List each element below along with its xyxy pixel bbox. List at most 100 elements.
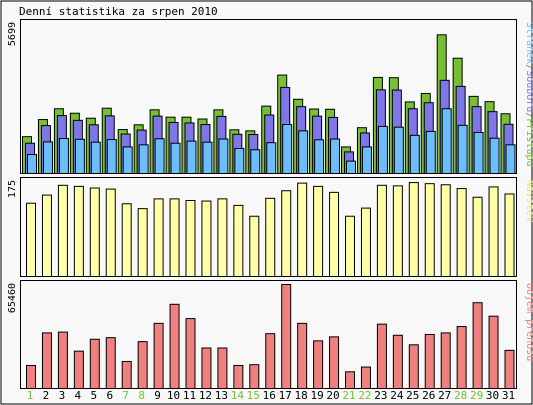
bar-objem-day-10: [169, 303, 180, 389]
bar-stránek-day-29: [473, 131, 484, 175]
x-tick-label-day-2: 2: [43, 389, 50, 402]
bar-navstev-day-2: [41, 194, 52, 277]
bar-navstev-day-30: [488, 186, 499, 277]
legend-part-top-2: Souborů: [524, 70, 533, 112]
bar-navstev-day-24: [392, 185, 403, 277]
bar-stránek-day-24: [393, 126, 404, 175]
bar-navstev-day-29: [472, 196, 483, 277]
x-tick-label-day-24: 24: [390, 389, 404, 402]
bar-stránek-day-27: [441, 108, 452, 174]
bar-objem-day-28: [456, 326, 467, 389]
x-tick-label-day-29: 29: [470, 389, 483, 402]
bar-stránek-day-7: [122, 146, 133, 174]
bar-stránek-day-28: [457, 124, 468, 174]
bar-navstev-day-23: [376, 184, 387, 277]
x-tick-label-day-23: 23: [374, 389, 387, 402]
bar-objem-day-8: [137, 341, 148, 389]
bar-objem-day-31: [504, 349, 515, 389]
bar-stránek-day-31: [505, 144, 516, 175]
x-tick-label-day-18: 18: [295, 389, 308, 402]
x-tick-label-day-15: 15: [247, 389, 260, 402]
y-max-label-bottom: 65460: [7, 283, 18, 313]
bar-stránek-day-30: [489, 137, 500, 174]
bar-stránek-day-25: [409, 134, 420, 174]
bar-objem-day-5: [89, 338, 100, 389]
bar-navstev-day-1: [26, 202, 36, 277]
bar-navstev-day-16: [265, 197, 276, 277]
x-tick-label-day-27: 27: [438, 389, 451, 402]
bar-stránek-day-19: [314, 139, 325, 174]
x-tick-label-day-28: 28: [454, 389, 467, 402]
bar-objem-day-7: [121, 360, 132, 390]
bar-navstev-day-27: [440, 184, 451, 277]
bar-stránek-day-6: [106, 139, 117, 174]
bar-navstev-day-5: [89, 187, 100, 277]
bar-objem-day-21: [345, 371, 355, 389]
x-tick-label-day-21: 21: [342, 389, 355, 402]
bar-stránek-day-22: [361, 146, 372, 174]
bar-stránek-day-5: [90, 141, 101, 174]
chart-title: Denní statistika za srpen 2010: [19, 5, 218, 18]
x-tick-label-day-9: 9: [154, 389, 161, 402]
bar-stránek-day-1: [27, 154, 37, 174]
bar-objem-day-23: [376, 323, 387, 389]
y-max-label-middle: 175: [7, 180, 18, 198]
legend-part-top-0: Stránek: [524, 22, 533, 64]
x-tick-label-day-13: 13: [215, 389, 228, 402]
bar-stránek-day-23: [377, 125, 388, 175]
legend-bottom: Objem přenosu: [524, 283, 533, 361]
bar-objem-day-22: [360, 366, 371, 389]
x-tick-label-day-5: 5: [90, 389, 97, 402]
bar-objem-day-2: [41, 332, 52, 389]
x-tick-label-day-7: 7: [122, 389, 129, 402]
bar-objem-day-27: [440, 332, 451, 389]
bar-navstev-day-10: [169, 198, 180, 277]
x-tick-label-day-31: 31: [502, 389, 515, 402]
bar-navstev-day-17: [281, 190, 292, 278]
bar-navstev-day-28: [456, 188, 467, 277]
bar-navstev-day-4: [73, 185, 84, 277]
bar-stránek-day-26: [425, 130, 436, 174]
x-tick-label-day-1: 1: [27, 389, 34, 402]
bar-stránek-day-8: [138, 144, 149, 175]
bar-stránek-day-11: [186, 140, 197, 174]
bar-objem-day-11: [185, 318, 196, 390]
x-tick-label-day-6: 6: [106, 389, 113, 402]
bar-navstev-day-22: [360, 207, 371, 278]
legend-top: Stránek/Souborů/Přístupů: [524, 22, 533, 167]
bar-stránek-day-16: [266, 142, 277, 174]
legend-part-middle-0: Návštěv: [524, 180, 533, 222]
x-tick-label-day-20: 20: [326, 389, 339, 402]
bar-navstev-day-7: [121, 203, 132, 277]
y-max-label-top: 5699: [7, 22, 18, 46]
bar-navstev-day-21: [345, 215, 355, 277]
x-tick-label-day-12: 12: [199, 389, 212, 402]
bar-navstev-day-9: [153, 198, 164, 277]
bar-stránek-day-15: [250, 149, 261, 174]
bar-navstev-day-25: [408, 182, 419, 277]
bar-objem-day-3: [57, 331, 68, 390]
bar-navstev-day-15: [249, 215, 260, 277]
bar-stránek-day-2: [42, 141, 53, 174]
x-tick-label-day-26: 26: [422, 389, 435, 402]
x-tick-label-day-30: 30: [486, 389, 499, 402]
bar-navstev-day-18: [297, 182, 308, 277]
bar-navstev-day-3: [57, 184, 68, 277]
bar-navstev-day-20: [329, 191, 340, 278]
bar-objem-day-16: [265, 333, 276, 389]
bar-objem-day-29: [472, 302, 483, 390]
legend-part-top-3: /: [524, 112, 533, 118]
bar-objem-day-26: [424, 333, 435, 389]
x-tick-label-day-14: 14: [231, 389, 245, 402]
bar-objem-day-4: [73, 350, 84, 389]
bar-navstev-day-6: [105, 188, 116, 278]
x-tick-label-day-8: 8: [138, 389, 145, 402]
x-tick-label-day-19: 19: [310, 389, 323, 402]
x-tick-label-day-25: 25: [406, 389, 419, 402]
x-tick-label-day-4: 4: [75, 389, 82, 402]
bar-navstev-day-13: [217, 198, 228, 277]
bar-stránek-day-3: [58, 137, 69, 175]
